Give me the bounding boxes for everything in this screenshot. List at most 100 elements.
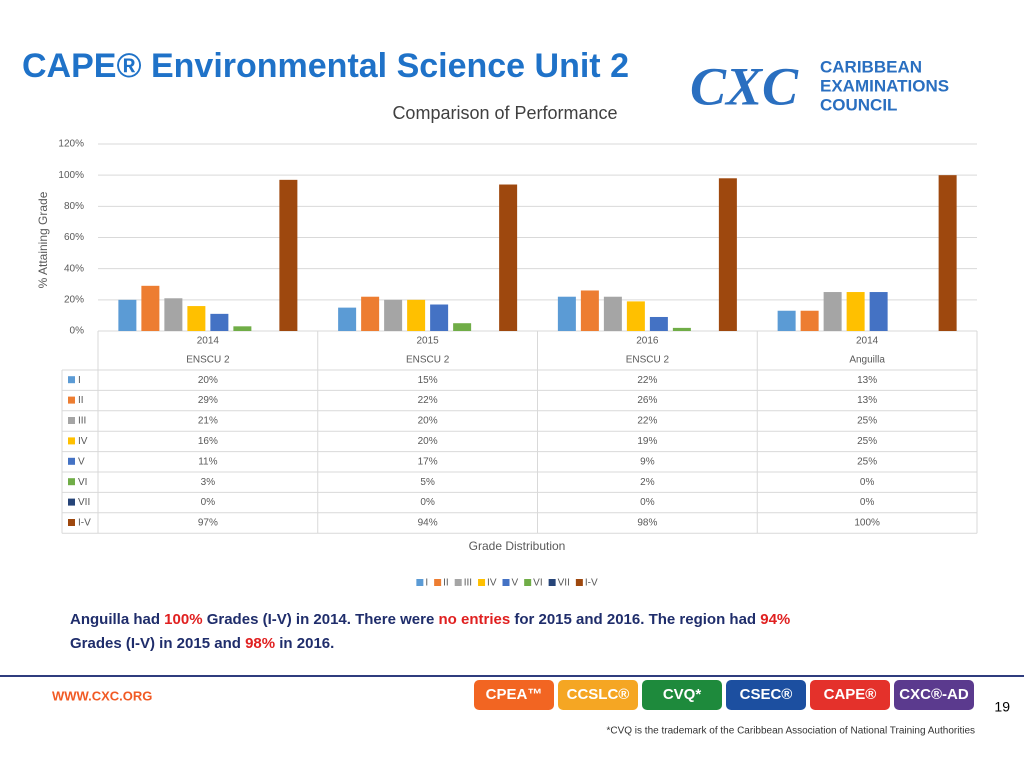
note-segment: for 2015 and 2016. The region had (510, 611, 760, 628)
bar (823, 292, 842, 331)
badges: CPEA™ CCSLC® CVQ* CSEC® CAPE® CXC®-AD (474, 680, 974, 710)
value-label: 3% (201, 477, 216, 488)
value-label: 25% (857, 456, 877, 467)
logo-mark: CXC (690, 56, 799, 116)
footnote: *CVQ is the trademark of the Caribbean A… (606, 726, 975, 737)
y-tick-label: 20% (64, 294, 84, 305)
value-label: 11% (198, 456, 217, 467)
logo-text: COUNCIL (820, 95, 897, 114)
legend-key (68, 376, 75, 384)
badge-label: CVQ* (663, 686, 702, 703)
badge-label: CPEA™ (486, 686, 543, 703)
bar (338, 307, 357, 331)
x-tick-label: 2015 (417, 336, 440, 347)
value-label: 2% (640, 477, 655, 488)
row-label: I (78, 375, 81, 386)
legend-key (502, 579, 510, 586)
x-group-label: ENSCU 2 (626, 355, 670, 366)
note-segment: in 2016. (275, 635, 334, 652)
legend-label: V (512, 578, 519, 589)
legend-key (68, 498, 75, 506)
value-label: 0% (860, 477, 875, 488)
value-label: 25% (857, 416, 877, 427)
x-group-label: ENSCU 2 (186, 355, 230, 366)
bar (453, 323, 472, 331)
x-tick-label: 2014 (856, 336, 879, 347)
bar (407, 299, 426, 331)
note-segment: no entries (438, 611, 510, 628)
badge (894, 680, 974, 710)
y-tick-label: 100% (58, 170, 84, 181)
bar (800, 310, 819, 331)
legend-key (575, 579, 583, 586)
value-label: 13% (857, 395, 877, 406)
value-label: 0% (420, 497, 435, 508)
legend-key (68, 396, 75, 404)
bar (118, 299, 137, 331)
value-label: 26% (637, 395, 657, 406)
bar (187, 306, 206, 331)
value-label: 20% (198, 375, 218, 386)
badge-label: CXC®-AD (899, 686, 969, 703)
value-label: 22% (418, 395, 438, 406)
value-label: 13% (857, 375, 877, 386)
badge-label: CSEC® (740, 686, 793, 703)
legend: I II III IV V VI VII I-V (416, 578, 598, 589)
badge (726, 680, 806, 710)
value-label: 5% (420, 477, 435, 488)
legend-key (524, 579, 532, 586)
value-label: 0% (860, 497, 875, 508)
bar (672, 327, 691, 331)
y-tick-label: 40% (64, 263, 84, 274)
legend-label: II (443, 578, 449, 589)
note-segment: 100% (164, 611, 202, 628)
value-label: 100% (854, 518, 880, 529)
bar (603, 296, 622, 331)
note-segment: Anguilla had (70, 611, 164, 628)
page-number: 19 (994, 699, 1010, 715)
logo-text: CARIBBEAN (820, 57, 922, 76)
footer-url: WWW.CXC.ORG (52, 688, 152, 703)
bar (626, 301, 645, 331)
x-group-label: Anguilla (849, 355, 885, 366)
value-label: 17% (418, 456, 438, 467)
bar (718, 178, 737, 331)
legend-key (478, 579, 486, 586)
value-label: 22% (637, 375, 657, 386)
row-label: IV (78, 436, 88, 447)
legend-key (548, 579, 556, 586)
value-label: 20% (418, 436, 438, 447)
legend-key (68, 417, 75, 424)
legend-label: I-V (585, 578, 598, 589)
value-label: 97% (198, 518, 218, 529)
x-tick-label: 2016 (636, 336, 659, 347)
slide-title: CAPE® Environmental Science Unit 2 (22, 47, 629, 85)
bar (210, 313, 229, 331)
y-axis-label: % Attaining Grade (36, 191, 50, 288)
badge (558, 680, 638, 710)
value-label: 19% (637, 436, 657, 447)
legend-key (68, 437, 75, 445)
legend-key (434, 579, 442, 586)
legend-label: IV (487, 578, 497, 589)
bar (279, 179, 298, 331)
row-label: VII (78, 497, 90, 508)
row-label: V (78, 456, 85, 467)
x-axis-label: Grade Distribution (469, 539, 566, 553)
value-label: 20% (418, 416, 438, 427)
legend-key (454, 579, 462, 586)
row-label: II (78, 395, 84, 406)
bar (499, 184, 518, 331)
note-segment: Grades (I-V) in 2014. There were (203, 611, 439, 628)
y-tick-label: 60% (64, 232, 84, 243)
legend-key (68, 457, 75, 465)
badge (810, 680, 890, 710)
legend-key (68, 519, 75, 526)
note-segment: 98% (245, 635, 275, 652)
badge-label: CAPE® (824, 686, 877, 703)
value-label: 21% (198, 416, 218, 427)
x-tick-label: 2014 (197, 336, 220, 347)
row-label: III (78, 416, 86, 427)
note-line: Grades (I-V) in 2015 and 98% in 2016. (70, 635, 334, 652)
